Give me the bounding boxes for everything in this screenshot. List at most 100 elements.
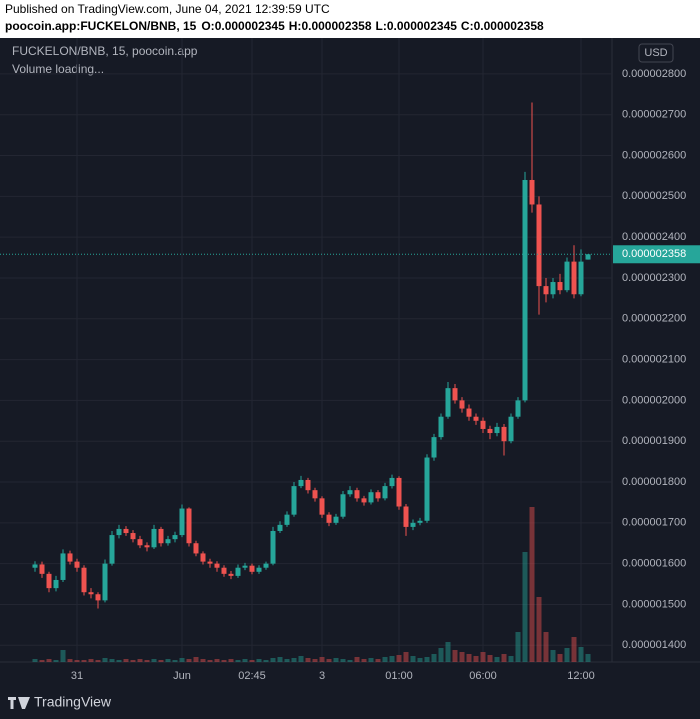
ohlc-label: H: — [289, 19, 302, 33]
volume-bar — [361, 659, 367, 662]
candle-body — [340, 494, 346, 517]
volume-bar — [179, 658, 185, 662]
volume-bar — [501, 654, 507, 662]
candle-body — [389, 477, 395, 487]
volume-bar — [410, 656, 416, 662]
chart-bg — [0, 38, 700, 719]
volume-bar — [74, 660, 80, 662]
volume-bar — [529, 507, 535, 662]
candle-body — [151, 528, 157, 548]
volume-bar — [242, 659, 248, 662]
volume-bar — [81, 660, 87, 662]
candle-body — [284, 514, 290, 525]
candle-body — [431, 437, 437, 458]
y-tick-label: 0.000002600 — [622, 149, 686, 161]
volume-bar — [263, 660, 269, 662]
x-tick-label: Jun — [173, 670, 191, 682]
candle-body — [501, 426, 507, 442]
candle-body — [333, 516, 339, 523]
candle-body — [32, 564, 38, 568]
candle-body — [249, 565, 255, 572]
volume-bar — [60, 650, 66, 662]
candle-body — [368, 492, 374, 503]
x-tick-label: 3 — [319, 670, 325, 682]
candle-body — [214, 563, 220, 568]
volume-bar — [515, 632, 521, 662]
candle-body — [277, 524, 283, 531]
header-bg — [0, 0, 700, 38]
candle-body — [459, 400, 465, 409]
last-price-label: 0.000002358 — [622, 248, 686, 260]
candle-body — [515, 400, 521, 417]
currency-box[interactable] — [638, 43, 674, 63]
candle-body — [571, 261, 577, 295]
candle-body — [200, 553, 206, 562]
x-tick-label: 31 — [71, 670, 83, 682]
volume-bar — [424, 657, 430, 662]
volume-bar — [123, 659, 129, 662]
y-tick-label: 0.000002400 — [622, 231, 686, 243]
volume-bar — [326, 659, 332, 662]
volume-bar — [291, 658, 297, 662]
volume-bar — [130, 660, 136, 662]
candle-body — [109, 535, 115, 564]
volume-bar — [200, 659, 206, 662]
candle-body — [466, 408, 472, 417]
published-note: Published on TradingView.com, June 04, 2… — [5, 2, 330, 16]
volume-bar — [67, 659, 73, 662]
candle-body — [452, 388, 458, 401]
candle-body — [88, 592, 94, 595]
candle-body — [102, 563, 108, 601]
candle-body — [242, 565, 248, 568]
candle-body — [585, 254, 591, 260]
candle-body — [473, 416, 479, 421]
y-tick-label: 0.000001800 — [622, 476, 686, 488]
candle-body — [550, 282, 556, 295]
candle-body — [256, 567, 262, 572]
volume-bar — [557, 654, 563, 662]
candle-body — [263, 563, 269, 568]
volume-bar — [193, 657, 199, 662]
volume-bar — [508, 656, 514, 662]
y-tick-label: 0.000002100 — [622, 353, 686, 365]
volume-bar — [396, 655, 402, 662]
candle-body — [165, 539, 171, 544]
y-tick-label: 0.000002300 — [622, 272, 686, 284]
volume-bars — [32, 507, 591, 662]
volume-bar — [109, 659, 115, 662]
volume-bar — [473, 656, 479, 662]
ohlc-value: 0.000002345 — [215, 19, 285, 33]
candle-body — [410, 522, 416, 527]
candle-body — [424, 457, 430, 521]
candle-body — [46, 573, 52, 589]
volume-bar — [585, 654, 591, 662]
candle-body — [305, 479, 311, 491]
candle-body — [172, 535, 178, 540]
candle-body — [564, 261, 570, 291]
candle-body — [39, 564, 45, 574]
candle-body — [543, 286, 549, 295]
y-tick-label: 0.000001700 — [622, 517, 686, 529]
candle-body — [326, 514, 332, 523]
candle-body — [396, 477, 402, 507]
candle-body — [123, 528, 129, 534]
y-tick-label: 0.000002000 — [622, 394, 686, 406]
candle-body — [417, 520, 423, 523]
candles — [32, 102, 591, 609]
volume-bar — [347, 660, 353, 662]
candle-body — [557, 282, 563, 291]
ohlc-label: L: — [376, 19, 387, 33]
volume-bar — [144, 660, 150, 662]
candle-body — [207, 561, 213, 564]
volume-bar — [277, 657, 283, 662]
currency[interactable]: USD — [644, 47, 667, 59]
volume-bar — [494, 657, 500, 662]
volume-bar — [550, 650, 556, 662]
candle-body — [494, 426, 500, 434]
volume-bar — [543, 632, 549, 662]
candle-body — [144, 545, 150, 548]
candle-body — [578, 261, 584, 295]
candle-body — [81, 567, 87, 593]
candle-body — [403, 506, 409, 527]
volume-bar — [46, 659, 52, 662]
